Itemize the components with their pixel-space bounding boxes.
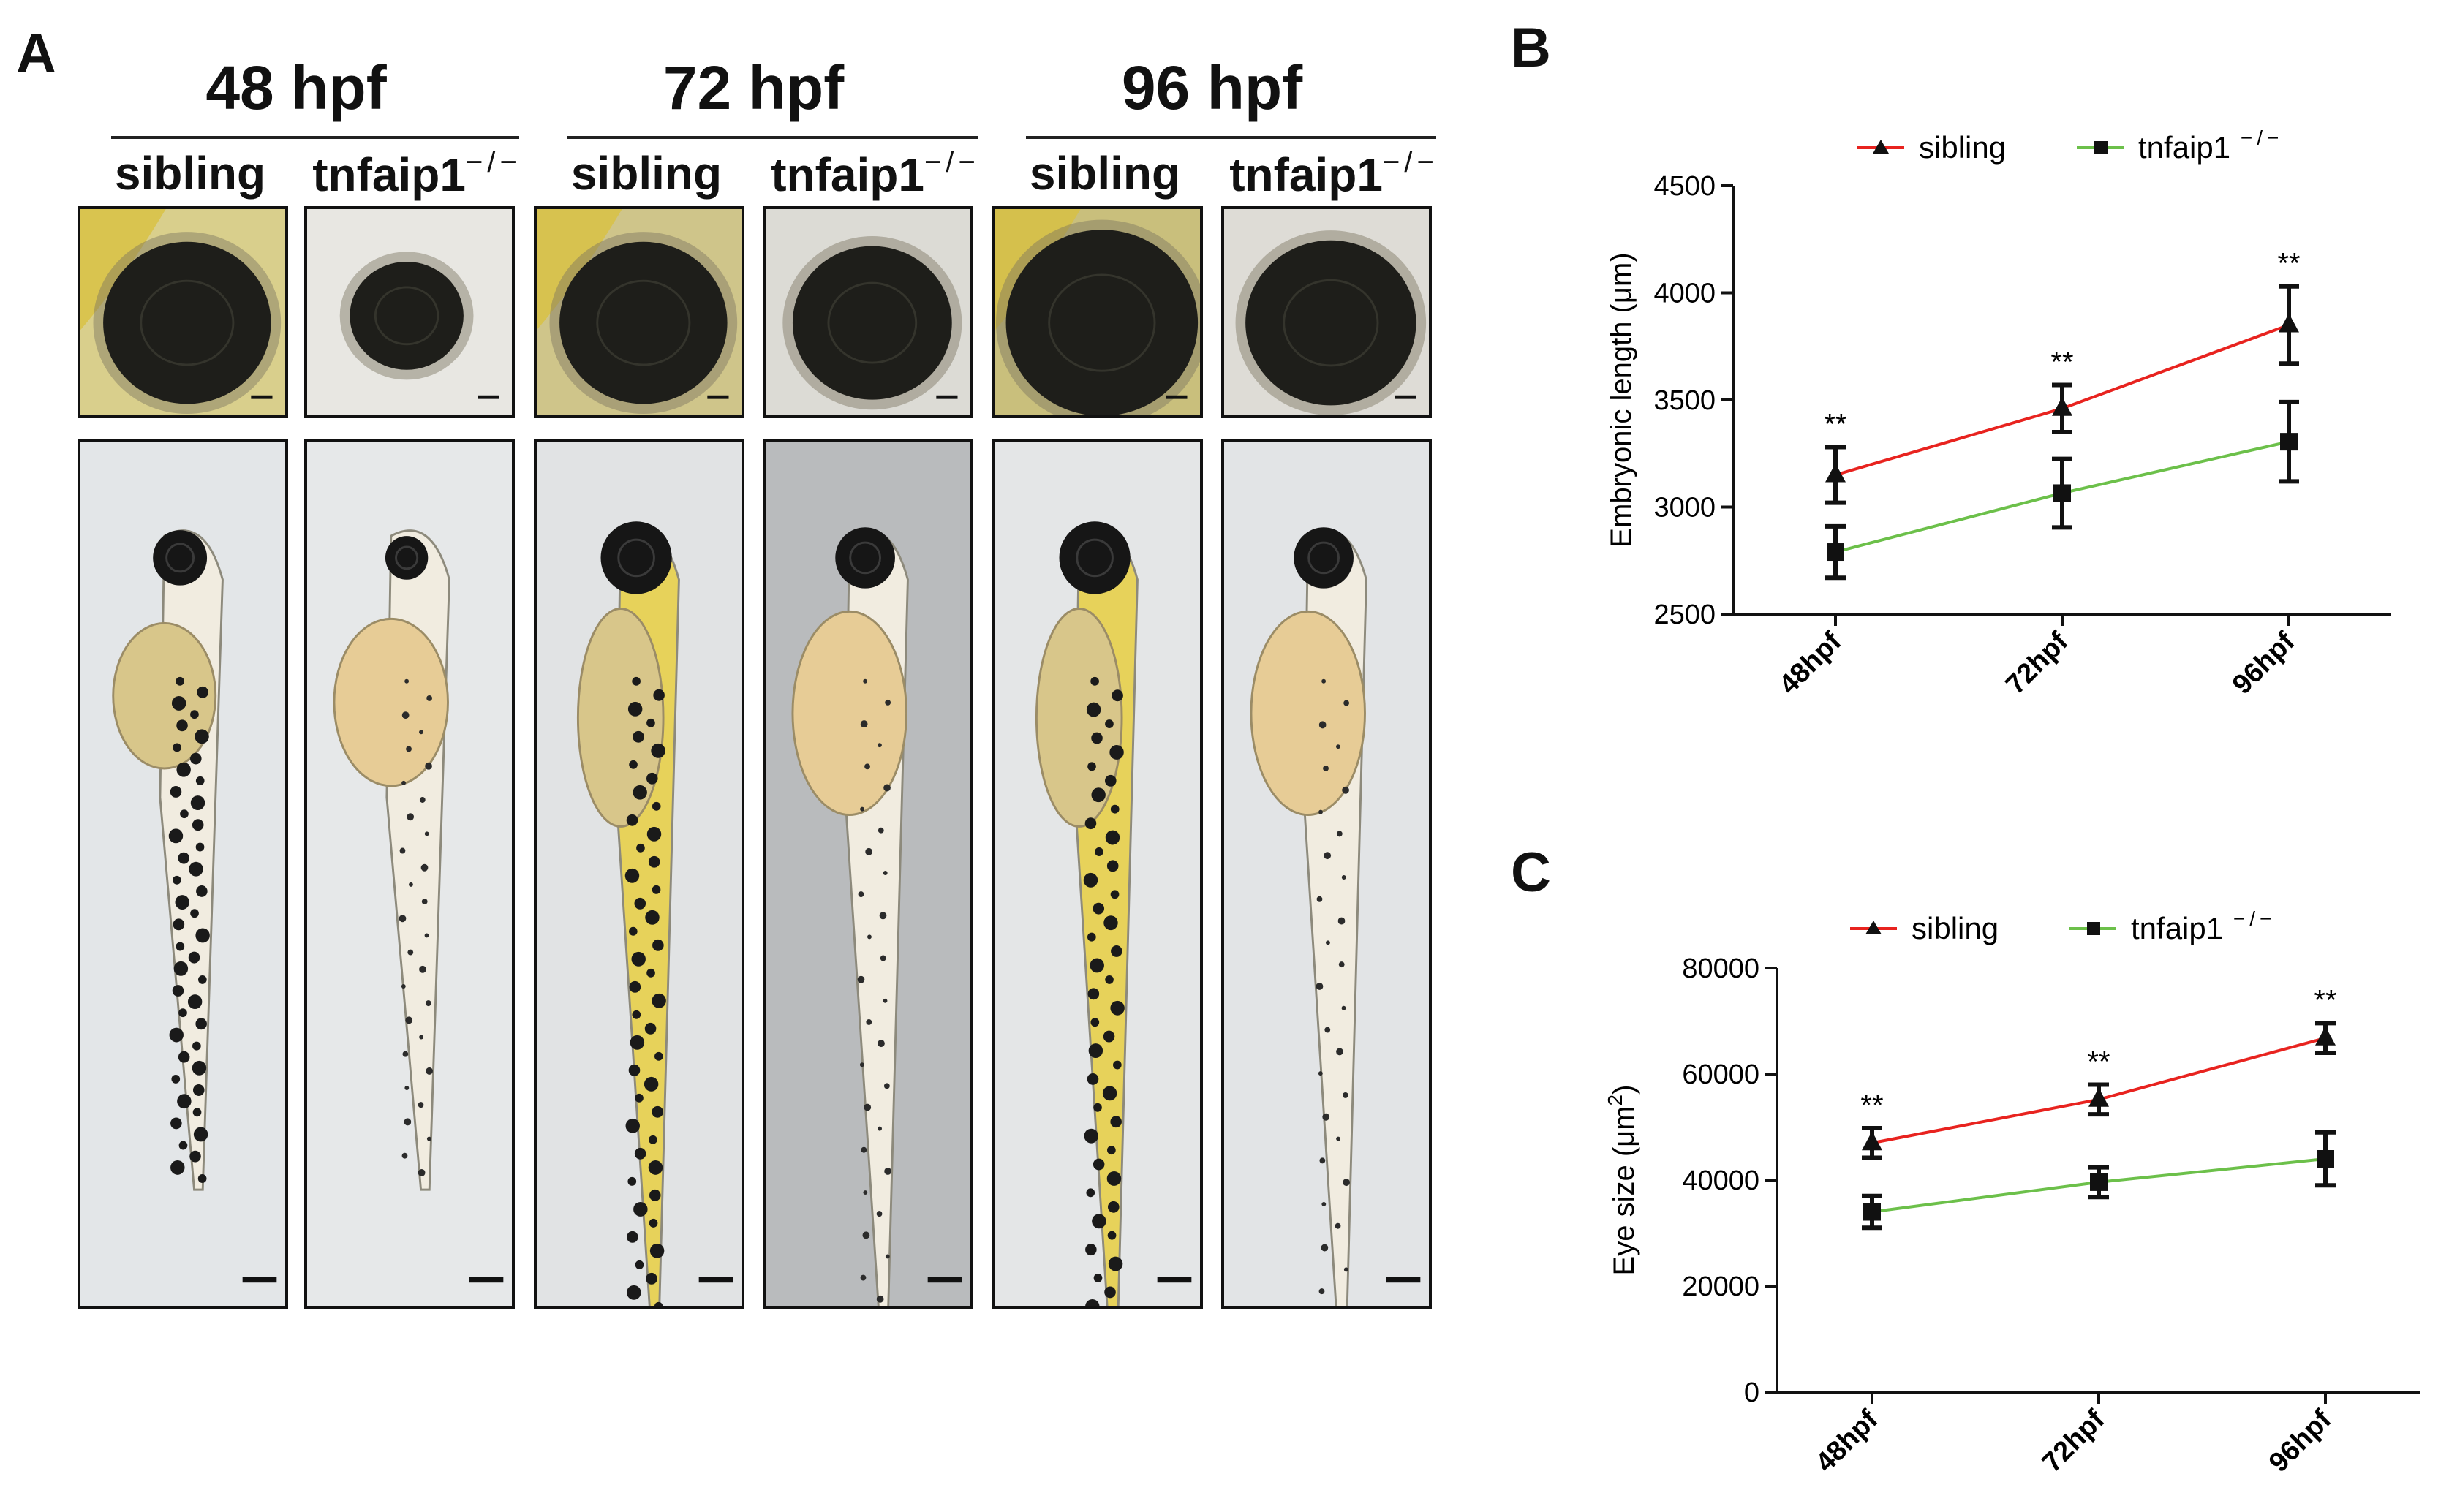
eye-micrograph xyxy=(78,206,288,418)
x-tick-label: 48hpf xyxy=(1773,626,1848,700)
panel-a-letter: A xyxy=(16,23,56,85)
y-tick-label: 4500 xyxy=(1653,171,1716,202)
data-point-triangle xyxy=(2315,1026,2336,1046)
data-point-triangle xyxy=(2052,396,2072,416)
data-point-triangle xyxy=(2088,1087,2109,1107)
timepoint-label: 48 hpf xyxy=(205,53,387,122)
embryo-micrograph xyxy=(763,439,973,1309)
data-point-triangle xyxy=(1825,463,1846,483)
embryo-micrograph xyxy=(1221,439,1432,1309)
eye-micrograph xyxy=(534,206,744,418)
eye-size-chart: 0 20000 40000 60000 80000 48hpf 72hpf 96hpf Eye … xyxy=(1604,907,2420,1478)
genotype-label-mutant: tnfaip1−/− xyxy=(312,146,521,201)
data-point-triangle xyxy=(1862,1131,1882,1151)
significance-marker: ** xyxy=(2050,346,2073,378)
x-tick-label: 72hpf xyxy=(2037,1404,2111,1478)
genotype-label-sibling: sibling xyxy=(114,147,266,200)
data-point-square xyxy=(1827,543,1844,562)
y-tick-label: 3500 xyxy=(1653,385,1716,416)
y-tick-label: 60000 xyxy=(1682,1059,1759,1090)
timepoint-underline xyxy=(111,136,519,139)
eye-micrograph xyxy=(1221,206,1432,418)
legend-label: tnfaip1 −/− xyxy=(2131,907,2276,945)
genotype-label-mutant: tnfaip1−/− xyxy=(1229,146,1438,201)
y-tick-label: 80000 xyxy=(1682,953,1759,984)
embryo-micrograph xyxy=(534,439,744,1309)
embryo-micrograph xyxy=(992,439,1203,1309)
genotype-label-sibling: sibling xyxy=(1029,147,1181,200)
y-tick-label: 20000 xyxy=(1682,1271,1759,1302)
significance-marker: ** xyxy=(2087,1046,2110,1078)
data-point-triangle xyxy=(2279,313,2299,333)
x-tick-label: 96hpf xyxy=(2227,626,2301,700)
legend-label: sibling xyxy=(1919,130,2006,165)
y-tick-label: 2500 xyxy=(1653,600,1716,630)
data-point-square xyxy=(2280,433,2298,451)
legend-square-marker xyxy=(2094,141,2108,154)
y-tick-label: 4000 xyxy=(1653,279,1716,309)
data-point-square xyxy=(2090,1173,2108,1191)
x-tick-label: 72hpf xyxy=(2000,626,2075,700)
panel-b-letter: B xyxy=(1511,17,1551,79)
x-tick-label: 48hpf xyxy=(1810,1404,1884,1478)
data-point-square xyxy=(1863,1203,1881,1221)
y-tick-label: 3000 xyxy=(1653,493,1716,523)
y-tick-label: 0 xyxy=(1744,1377,1759,1408)
significance-marker: ** xyxy=(2314,984,2336,1016)
genotype-label-mutant: tnfaip1−/− xyxy=(771,146,980,201)
timepoint-label: 96 hpf xyxy=(1121,53,1303,122)
panel-c-letter: C xyxy=(1511,842,1551,904)
genotype-label-sibling: sibling xyxy=(570,147,722,200)
y-axis-title: Eye size (μm2) xyxy=(1604,1085,1640,1276)
eye-micrograph xyxy=(763,206,973,418)
eye-micrograph xyxy=(304,206,515,418)
significance-marker: ** xyxy=(2277,248,2300,280)
data-point-square xyxy=(2317,1150,2334,1168)
y-axis-title: Embryonic length (μm) xyxy=(1605,252,1637,547)
legend-square-marker xyxy=(2087,922,2100,935)
embryonic-length-chart: 2500 3000 3500 4000 4500 48hpf 72hpf 96hpf Embry… xyxy=(1605,126,2391,700)
x-tick-label: 96hpf xyxy=(2263,1404,2338,1478)
significance-marker: ** xyxy=(1824,408,1846,440)
embryo-micrograph xyxy=(78,439,288,1309)
legend-label: sibling xyxy=(1912,911,1999,945)
legend-triangle-marker xyxy=(1873,140,1889,154)
timepoint-label: 72 hpf xyxy=(663,53,845,122)
y-tick-label: 40000 xyxy=(1682,1165,1759,1196)
embryo-micrograph xyxy=(304,439,515,1309)
timepoint-underline xyxy=(567,136,978,139)
timepoint-underline xyxy=(1026,136,1436,139)
legend-triangle-marker xyxy=(1865,921,1882,934)
data-point-square xyxy=(2053,484,2071,502)
eye-micrograph xyxy=(992,206,1203,418)
significance-marker: ** xyxy=(1860,1089,1883,1122)
legend-label: tnfaip1 −/− xyxy=(2138,126,2283,165)
